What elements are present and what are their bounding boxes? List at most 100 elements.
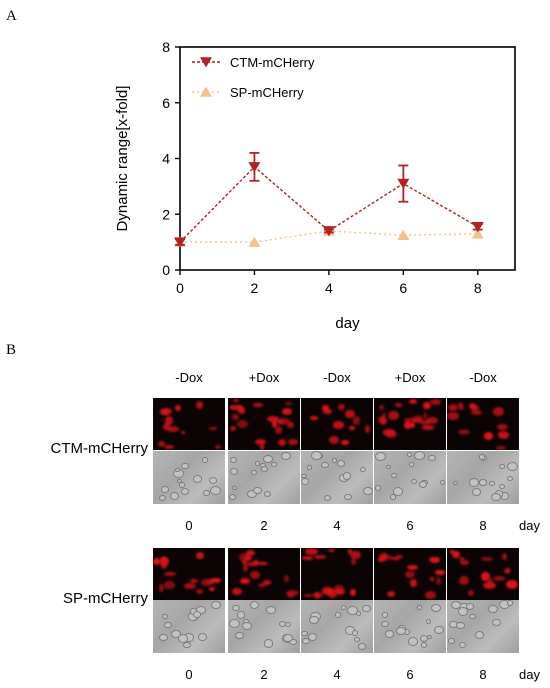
fluorescence-image — [301, 548, 373, 600]
brightfield-cell — [434, 626, 444, 635]
fluorescent-cell — [215, 445, 221, 449]
brightfield-cell — [471, 488, 482, 497]
fluorescent-cell — [196, 401, 203, 410]
fluorescent-cell — [286, 592, 294, 599]
brightfield-cell — [374, 485, 381, 491]
fluorescent-cell — [423, 412, 428, 419]
fluorescence-image — [228, 398, 300, 450]
day-label: 6 — [406, 667, 414, 682]
fluorescent-cell — [266, 415, 280, 423]
brightfield-cell — [469, 613, 477, 620]
fluorescent-cell — [310, 416, 318, 420]
brightfield-cell — [458, 607, 469, 616]
brightfield-cell — [250, 470, 257, 476]
brightfield-cell — [428, 455, 436, 462]
brightfield-cell — [320, 461, 329, 469]
fluorescent-cell — [447, 403, 458, 412]
fluorescent-cell — [469, 402, 476, 409]
fluorescent-cell — [337, 403, 345, 410]
brightfield-cell — [249, 600, 260, 609]
fluorescent-cell — [365, 425, 371, 433]
fluorescent-cell — [379, 418, 388, 425]
panel-b-label: B — [6, 342, 17, 358]
x-tick-label: 2 — [251, 280, 259, 296]
brightfield-cell — [260, 465, 269, 473]
y-tick-label: 8 — [162, 39, 170, 55]
brightfield-cell — [307, 632, 318, 641]
fluorescent-cell — [239, 577, 250, 584]
fluorescent-cell — [287, 438, 298, 445]
brightfield-cell — [161, 486, 169, 493]
brightfield-cell — [228, 618, 240, 629]
brightfield-cell — [162, 613, 169, 619]
fluorescent-cell — [411, 418, 423, 423]
fluorescent-cell — [245, 550, 255, 557]
brightfield-cell — [193, 611, 201, 618]
brightfield-cell — [408, 462, 415, 467]
fluorescent-cell — [315, 592, 320, 600]
brightfield-cell — [301, 631, 308, 637]
fluorescent-cell — [233, 399, 239, 403]
fluorescent-cell — [352, 415, 361, 425]
dynamic-range-chart: 0 2 4 6 8 0 2 4 6 8 day Dynamic range[x-fold] CTM-mC… — [114, 39, 516, 332]
fluorescent-cell — [165, 416, 174, 425]
fluorescent-cell — [452, 550, 460, 558]
brightfield-cell — [427, 634, 433, 639]
brightfield-cell — [229, 494, 237, 501]
fluorescent-cell — [158, 441, 166, 447]
brightfield-image — [153, 600, 225, 653]
fluorescent-cell — [467, 589, 475, 597]
sp-mcherry-point — [471, 228, 484, 239]
legend-sp-mcherry-label: SP-mCHerry — [230, 85, 304, 100]
fluorescence-image — [447, 548, 519, 600]
brightfield-cell — [488, 604, 499, 613]
brightfield-cell — [414, 451, 425, 460]
fluorescence-image — [447, 398, 519, 450]
brightfield-image — [228, 451, 300, 504]
sp-mcherry-point — [397, 229, 410, 240]
fluorescent-cell — [449, 549, 454, 554]
panel-a-label: A — [6, 8, 17, 24]
fluorescent-cell — [457, 402, 464, 407]
brightfield-cell — [392, 487, 404, 497]
fluorescent-cell — [158, 557, 169, 566]
brightfield-cell — [302, 637, 311, 645]
fluorescent-cell — [403, 420, 411, 429]
fluorescent-cell — [277, 417, 290, 425]
brightfield-cell — [453, 480, 459, 486]
day-unit-label: day — [519, 518, 540, 533]
brightfield-cell — [489, 481, 495, 487]
brightfield-cell — [420, 642, 427, 648]
fluorescent-cell — [253, 403, 263, 407]
fluorescent-cell — [163, 423, 170, 431]
brightfield-cell — [242, 621, 253, 630]
fluorescent-cell — [328, 435, 340, 445]
fluorescent-cell — [335, 588, 345, 595]
fluorescent-cell — [239, 406, 245, 415]
fluorescent-cell — [167, 425, 180, 432]
legend-ctm-mcherry-label: CTM-mCHerry — [230, 55, 315, 70]
fluorescent-cell — [232, 414, 239, 421]
fluorescent-cell — [419, 419, 430, 425]
fluorescent-cell — [163, 444, 174, 450]
fluorescent-cell — [201, 578, 213, 587]
fluorescent-cell — [486, 577, 494, 585]
condition-label: -Dox — [175, 370, 203, 385]
fluorescent-cell — [229, 405, 242, 410]
fluorescent-cell — [378, 556, 384, 562]
fluorescent-cell — [410, 579, 418, 587]
fluorescent-cell — [425, 416, 439, 424]
fluorescent-cell — [158, 583, 164, 593]
fluorescent-cell — [435, 570, 446, 575]
fluorescence-image — [153, 398, 225, 450]
brightfield-cell — [380, 620, 389, 628]
x-tick-label: 8 — [474, 280, 482, 296]
fluorescent-cell — [458, 557, 465, 562]
fluorescent-cell — [480, 556, 494, 561]
brightfield-cell — [197, 633, 207, 641]
brightfield-cell — [159, 634, 168, 642]
fluorescent-cell — [424, 591, 436, 599]
fluorescence-image — [228, 548, 300, 600]
condition-label: +Dox — [394, 370, 426, 385]
ctm-mcherry-point — [174, 237, 186, 248]
